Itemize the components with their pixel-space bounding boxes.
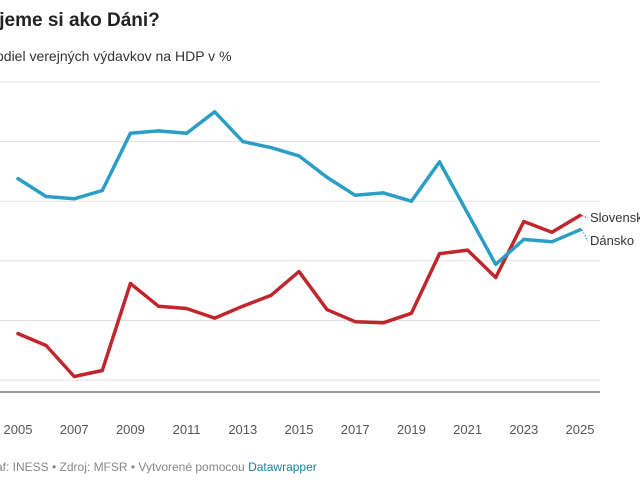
data-point-0-6 [185, 131, 189, 135]
x-tick-label-6: 2017 [341, 422, 370, 437]
data-point-1-0 [16, 331, 20, 336]
end-label-connector-0 [581, 229, 589, 242]
series-end-label-1: Slovensko [590, 210, 640, 225]
data-point-0-5 [156, 129, 161, 133]
data-point-0-19 [550, 240, 554, 244]
data-point-0-1 [44, 194, 48, 199]
data-point-1-6 [185, 306, 189, 311]
data-point-0-11 [325, 175, 329, 179]
x-tick-label-9: 2023 [509, 422, 538, 437]
data-point-0-2 [72, 197, 76, 201]
x-tick-label-1: 2007 [60, 422, 89, 437]
chart-footer: af: INESS • Zdroj: MFSR • Vytvorené pomo… [0, 460, 317, 474]
chart-title: ijeme si ako Dáni? [0, 10, 160, 31]
x-tick-label-3: 2011 [173, 422, 201, 437]
data-point-1-1 [44, 343, 48, 348]
data-point-0-0 [16, 176, 20, 181]
x-tick-label-7: 2019 [397, 422, 426, 437]
data-point-1-19 [550, 230, 554, 234]
data-point-0-13 [381, 191, 385, 195]
data-point-1-9 [269, 293, 273, 298]
x-tick-label-5: 2015 [285, 422, 314, 437]
data-point-0-4 [128, 131, 132, 135]
data-point-1-20 [578, 213, 582, 218]
data-point-1-10 [297, 269, 301, 274]
end-label-connector-1 [581, 215, 589, 219]
x-tick-label-4: 2013 [228, 422, 257, 437]
footer-source-text: af: INESS • Zdroj: MFSR • Vytvorené pomo… [0, 460, 245, 474]
chart-subtitle: odiel verejných výdavkov na HDP v % [0, 48, 232, 64]
data-point-0-16 [466, 211, 470, 215]
data-point-1-3 [100, 368, 104, 373]
series-lines [16, 110, 582, 379]
datawrapper-link[interactable]: Datawrapper [248, 460, 317, 474]
data-point-0-17 [494, 262, 498, 267]
data-point-1-12 [353, 320, 357, 324]
data-point-1-15 [437, 252, 442, 256]
data-point-0-7 [213, 110, 217, 114]
data-point-0-12 [353, 193, 357, 197]
data-point-1-18 [522, 219, 526, 224]
data-point-1-8 [241, 304, 245, 308]
series-end-labels: Dánsko Slovensko [581, 210, 640, 248]
series-line-0 [16, 110, 582, 267]
data-point-1-4 [128, 281, 132, 286]
data-point-1-14 [409, 311, 413, 315]
gridlines [0, 81, 600, 393]
data-point-0-14 [409, 199, 413, 203]
data-point-1-13 [381, 321, 385, 325]
data-point-0-20 [578, 228, 582, 232]
x-axis: 2005 2007 2009 2011 2013 2015 2017 2019 2021 2023… [4, 422, 595, 437]
data-point-1-11 [325, 308, 329, 312]
data-point-1-7 [213, 316, 217, 320]
x-tick-label-2: 2009 [116, 422, 145, 437]
data-point-0-15 [437, 160, 442, 164]
data-point-0-9 [269, 145, 273, 150]
data-point-0-18 [522, 237, 526, 241]
series-line-1 [16, 213, 582, 379]
data-point-1-17 [494, 275, 498, 280]
x-tick-label-0: 2005 [4, 422, 33, 437]
data-point-0-8 [241, 140, 245, 144]
x-tick-label-8: 2021 [453, 422, 482, 437]
data-point-0-10 [297, 154, 301, 158]
data-point-1-2 [72, 374, 76, 379]
data-point-0-3 [100, 188, 104, 193]
data-point-1-16 [466, 248, 470, 252]
data-point-1-5 [156, 304, 161, 308]
x-tick-label-10: 2025 [566, 422, 595, 437]
series-end-label-0: Dánsko [590, 233, 634, 248]
